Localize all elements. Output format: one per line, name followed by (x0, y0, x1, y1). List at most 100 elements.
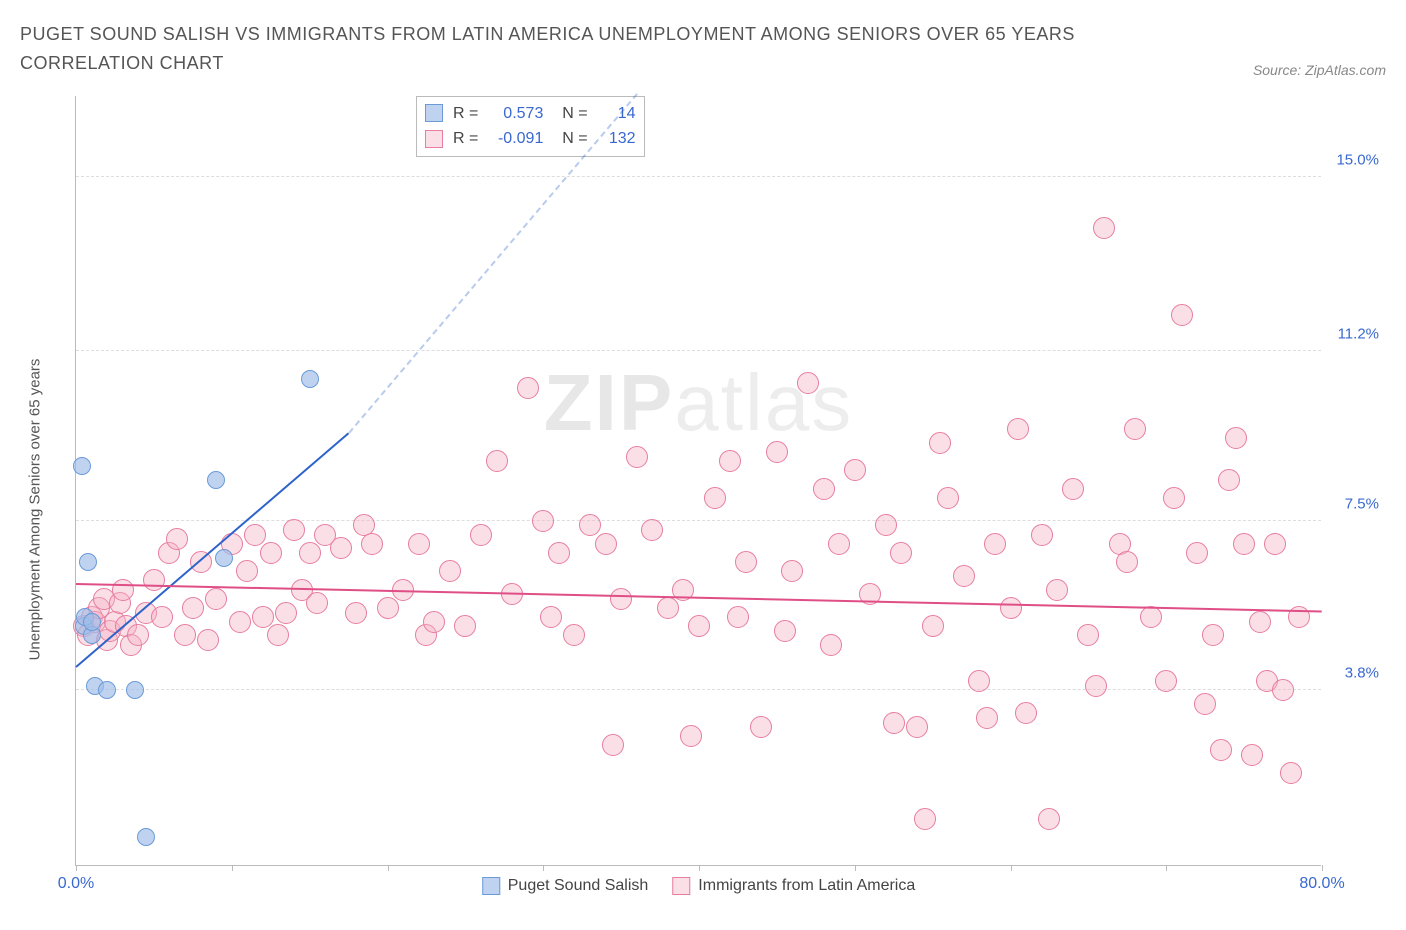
data-point (1225, 427, 1247, 449)
data-point (182, 597, 204, 619)
data-point (1210, 739, 1232, 761)
data-point (197, 629, 219, 651)
data-point (602, 734, 624, 756)
data-point (1116, 551, 1138, 573)
data-point (906, 716, 928, 738)
data-point (236, 560, 258, 582)
data-point (1280, 762, 1302, 784)
data-point (151, 606, 173, 628)
gridline (76, 350, 1321, 351)
x-tick (76, 865, 77, 871)
legend: Puget Sound SalishImmigrants from Latin … (482, 877, 916, 895)
data-point (1000, 597, 1022, 619)
x-tick-label: 80.0% (1299, 875, 1344, 893)
data-point (275, 602, 297, 624)
data-point (548, 542, 570, 564)
data-point (377, 597, 399, 619)
data-point (517, 377, 539, 399)
data-point (98, 681, 116, 699)
stat-r-label: R = (453, 126, 478, 152)
data-point (688, 615, 710, 637)
data-point (976, 707, 998, 729)
data-point (704, 487, 726, 509)
data-point (1218, 469, 1240, 491)
stat-n-label: N = (553, 126, 587, 152)
data-point (166, 528, 188, 550)
source-label: Source: ZipAtlas.com (1253, 62, 1386, 78)
stats-row: R =0.573 N =14 (425, 101, 636, 127)
data-point (207, 471, 225, 489)
data-point (1186, 542, 1208, 564)
data-point (766, 441, 788, 463)
x-tick (1011, 865, 1012, 871)
data-point (1124, 418, 1146, 440)
data-point (610, 588, 632, 610)
data-point (540, 606, 562, 628)
chart-title: PUGET SOUND SALISH VS IMMIGRANTS FROM LA… (20, 20, 1170, 78)
data-point (984, 533, 1006, 555)
data-point (345, 602, 367, 624)
data-point (215, 549, 233, 567)
data-point (813, 478, 835, 500)
data-point (73, 457, 91, 475)
data-point (797, 372, 819, 394)
data-point (408, 533, 430, 555)
data-point (260, 542, 282, 564)
data-point (79, 553, 97, 571)
data-point (1233, 533, 1255, 555)
data-point (735, 551, 757, 573)
data-point (143, 569, 165, 591)
data-point (470, 524, 492, 546)
data-point (229, 611, 251, 633)
data-point (1140, 606, 1162, 628)
data-point (1007, 418, 1029, 440)
data-point (727, 606, 749, 628)
data-point (1031, 524, 1053, 546)
data-point (1038, 808, 1060, 830)
data-point (563, 624, 585, 646)
y-tick-label: 7.5% (1345, 495, 1379, 512)
series-swatch (425, 104, 443, 122)
data-point (774, 620, 796, 642)
data-point (680, 725, 702, 747)
data-point (127, 624, 149, 646)
data-point (929, 432, 951, 454)
header-row: PUGET SOUND SALISH VS IMMIGRANTS FROM LA… (20, 20, 1386, 78)
x-tick (388, 865, 389, 871)
series-swatch (425, 130, 443, 148)
stat-n-label: N = (553, 101, 587, 127)
data-point (423, 611, 445, 633)
gridline (76, 520, 1321, 521)
stat-r-value: -0.091 (488, 126, 543, 152)
data-point (439, 560, 461, 582)
data-point (1062, 478, 1084, 500)
stat-r-value: 0.573 (488, 101, 543, 127)
data-point (820, 634, 842, 656)
data-point (532, 510, 554, 532)
data-point (1163, 487, 1185, 509)
data-point (267, 624, 289, 646)
watermark-bold: ZIP (544, 358, 674, 447)
data-point (719, 450, 741, 472)
x-tick-label: 0.0% (58, 875, 94, 893)
data-point (1202, 624, 1224, 646)
y-axis-label: Unemployment Among Seniors over 65 years (27, 358, 44, 660)
data-point (883, 712, 905, 734)
data-point (1155, 670, 1177, 692)
data-point (1046, 579, 1068, 601)
x-tick (1166, 865, 1167, 871)
data-point (968, 670, 990, 692)
data-point (126, 681, 144, 699)
data-point (1171, 304, 1193, 326)
data-point (83, 613, 101, 631)
data-point (922, 615, 944, 637)
data-point (174, 624, 196, 646)
data-point (875, 514, 897, 536)
data-point (137, 828, 155, 846)
data-point (914, 808, 936, 830)
data-point (252, 606, 274, 628)
data-point (1085, 675, 1107, 697)
stat-n-value: 14 (598, 101, 636, 127)
x-tick (543, 865, 544, 871)
y-tick-label: 3.8% (1345, 665, 1379, 682)
